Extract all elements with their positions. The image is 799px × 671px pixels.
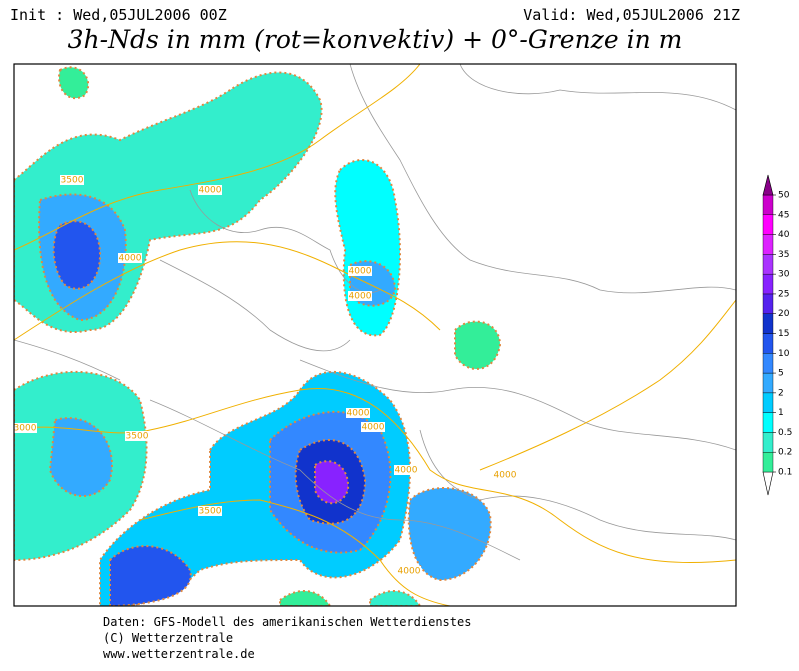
contour-label: 3500 [61, 176, 84, 186]
colorbar-label: 1 [778, 408, 784, 418]
map: 3500 4000 4000 4000 4000 3000 3500 3500 4000 4000… [13, 63, 737, 607]
colorbar-segment [762, 313, 774, 334]
colorbar-segment [762, 214, 774, 235]
contour-label: 3000 [14, 424, 37, 434]
contour-label-box [125, 431, 149, 441]
colorbar-label: 15 [778, 329, 789, 339]
colorbar-segment [762, 452, 774, 473]
map-frame [13, 63, 737, 607]
contour-label: 3500 [126, 432, 149, 442]
colorbar-segment [762, 333, 774, 354]
colorbar-segment [762, 254, 774, 275]
contour-label-box [397, 566, 421, 576]
colorbar-below-arrow [762, 471, 774, 496]
init-time: Init : Wed,05JUL2006 00Z [10, 6, 227, 24]
footer-copyright: (C) Wetterzentrale [103, 631, 233, 645]
colorbar-label: 45 [778, 210, 789, 220]
contour-label-box [198, 506, 222, 516]
colorbar-label: 20 [778, 309, 790, 319]
contour-label: 4000 [362, 423, 385, 433]
contour-label-box [14, 423, 37, 433]
valid-time: Valid: Wed,05JUL2006 21Z [523, 6, 740, 24]
contour-label: 4000 [199, 186, 222, 196]
footer-source: Daten: GFS-Modell des amerikanischen Wet… [103, 615, 471, 629]
colorbar-segment [762, 392, 774, 413]
contour-label-box [346, 408, 370, 418]
contour-label-box [493, 470, 517, 480]
contour-label-box [348, 266, 372, 276]
colorbar-label: 30 [778, 270, 790, 280]
colorbar-segment [762, 273, 774, 295]
colorbar-segment [762, 234, 774, 255]
contour-label-box [361, 422, 385, 432]
colorbar-label: 50 [778, 191, 790, 201]
precip-areas [14, 66, 502, 606]
colorbar-segment [762, 372, 774, 394]
colorbar-segment [762, 412, 774, 433]
freezing-level-isolines [14, 64, 736, 606]
contour-label-box [118, 253, 142, 263]
colorbar-label: 0.5 [778, 428, 792, 438]
contour-label-box [394, 465, 418, 475]
colorbar-label: 2 [778, 388, 784, 398]
contour-label: 3500 [199, 507, 222, 517]
contour-label: 4000 [349, 267, 372, 277]
colorbar-label: 40 [778, 230, 790, 240]
colorbar-segment [762, 353, 774, 374]
colorbar-above-arrow [762, 174, 774, 196]
colorbar-segment [762, 432, 774, 453]
contour-label: 4000 [494, 471, 517, 481]
colorbar-label: 10 [778, 349, 790, 359]
map-title: 3h-Nds in mm (rot=konvektiv) + 0°-Grenze… [68, 25, 683, 54]
contour-label: 4000 [349, 292, 372, 302]
contour-label: 4000 [119, 254, 142, 264]
contour-label-box [198, 185, 222, 195]
colorbar-label: 5 [778, 369, 784, 379]
footer-url: www.wetterzentrale.de [103, 647, 255, 661]
colorbar-label: 0.1 [778, 468, 792, 478]
colorbar-segment [762, 293, 774, 314]
colorbar-label: 25 [778, 289, 789, 299]
contour-label-box [348, 291, 372, 301]
contour-label-box [60, 175, 84, 185]
contour-label: 4000 [398, 567, 421, 577]
contour-label: 4000 [395, 466, 418, 476]
contour-label: 4000 [347, 409, 370, 419]
colorbar-label: 35 [778, 250, 789, 260]
colorbar-label: 0.2 [778, 448, 792, 458]
borders [14, 64, 736, 561]
colorbar-segment [762, 194, 774, 215]
contour-labels: 3500 4000 4000 4000 4000 3000 3500 3500 4000 4000… [14, 175, 517, 577]
